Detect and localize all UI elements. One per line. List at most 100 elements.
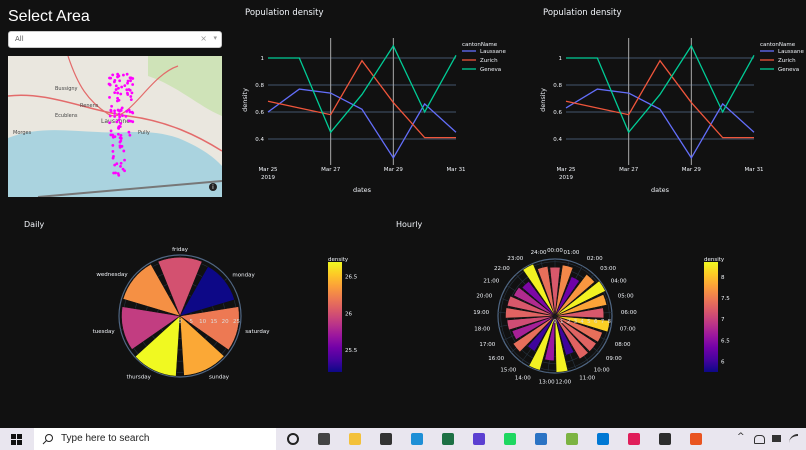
polar-bar-0800	[554, 315, 603, 343]
area-dropdown[interactable]: All × ▾	[8, 31, 222, 48]
windows-start-icon[interactable]	[11, 434, 22, 445]
y-tick-label: 0.6	[255, 110, 264, 116]
x-tick-label: 2019	[559, 175, 573, 181]
line-chart-2[interactable]: Population density density dates cantonN…	[528, 0, 806, 200]
taskbar: Type here to search ^	[0, 428, 806, 450]
x-tick-label: Mar 29	[682, 167, 702, 173]
polar-bar-tuesday	[121, 306, 181, 350]
colorbar-tick-label: 8	[721, 275, 725, 281]
forest	[148, 56, 222, 116]
polar-bar-0600	[554, 307, 605, 319]
polar-bar-wednesday	[122, 263, 181, 317]
colorbar-tick-label: 6	[721, 359, 725, 365]
task-view-icon[interactable]	[318, 433, 330, 445]
angular-tick-label: sunday	[209, 374, 230, 380]
polar-bar-0200	[554, 276, 580, 317]
hourly-polar-chart[interactable]: Hourly density 00:00 01:00 02:00 03:00 04:00…	[396, 210, 806, 425]
x-tick-label: Mar 29	[384, 167, 404, 173]
angular-tick-label: 04:00	[611, 279, 627, 285]
chart-title: Population density	[543, 8, 622, 18]
map-point	[121, 114, 124, 117]
map-point	[120, 85, 124, 89]
chevron-down-icon[interactable]: ▾	[213, 34, 217, 42]
angular-tick-label: 03:00	[600, 266, 616, 272]
colorbar-title: density	[328, 257, 349, 263]
polar-bar-1100	[554, 315, 575, 356]
series-line-laussane	[565, 88, 755, 160]
map-point	[111, 149, 115, 153]
map-point	[125, 91, 129, 95]
map-point	[108, 121, 111, 125]
daily-polar-chart[interactable]: Daily density saturday monday friday wednes…	[0, 210, 400, 425]
polar-bar-1300	[544, 315, 556, 362]
slack-icon[interactable]	[628, 433, 640, 445]
map[interactable]: Bussigny Renens Ecublens Lausanne Pully …	[8, 56, 222, 197]
polar-bar-1600	[512, 315, 556, 353]
polar-bar-0000	[549, 266, 561, 317]
series-line-geneva	[566, 44, 755, 134]
app-icon[interactable]	[473, 433, 485, 445]
line-chart-1[interactable]: Population density density dates cantonN…	[230, 0, 528, 200]
map-point	[126, 81, 129, 85]
info-icon-glyph: i	[212, 184, 214, 191]
store-icon[interactable]	[380, 433, 392, 445]
map-point	[126, 79, 130, 83]
chart-title: Population density	[245, 8, 324, 18]
excel-icon[interactable]	[442, 433, 454, 445]
python-icon[interactable]	[535, 433, 547, 445]
battery-icon[interactable]	[772, 435, 781, 442]
cortana-icon[interactable]	[287, 433, 299, 445]
terminal-icon[interactable]	[659, 433, 671, 445]
y-tick-label: 1	[261, 56, 265, 62]
map-point	[118, 140, 122, 144]
y-tick-label: 0.4	[255, 137, 264, 143]
file-explorer-icon[interactable]	[349, 433, 361, 445]
taskbar-search-input[interactable]: Type here to search	[34, 428, 276, 450]
x-tick-label: Mar 25	[258, 167, 278, 173]
map-point	[119, 136, 123, 140]
clear-icon[interactable]: ×	[200, 34, 207, 43]
radial-tick-label: 8	[608, 319, 612, 325]
map-point	[117, 126, 120, 130]
map-point	[114, 171, 117, 175]
colorbar	[704, 262, 718, 372]
angular-tick-label: thursday	[127, 374, 152, 380]
series-line-zurich	[267, 59, 456, 139]
ubuntu-icon[interactable]	[690, 433, 702, 445]
map-point	[113, 91, 117, 94]
map-point	[129, 79, 132, 83]
radial-tick-label: 0	[553, 319, 557, 325]
spotify-icon[interactable]	[504, 433, 516, 445]
polar-bar-saturday	[179, 306, 240, 351]
vscode-icon[interactable]	[597, 433, 609, 445]
notepad-icon[interactable]	[566, 433, 578, 445]
y-axis-label: density	[241, 88, 249, 112]
map-point	[123, 84, 127, 88]
polar-bar-0700	[554, 315, 611, 333]
dropdown-value: All	[15, 35, 24, 43]
map-point	[131, 120, 135, 124]
angular-tick-label: 16:00	[488, 356, 504, 362]
page-title: Select Area	[8, 8, 90, 25]
wifi-icon[interactable]	[789, 434, 798, 445]
info-icon[interactable]	[209, 183, 217, 191]
map-point	[116, 91, 120, 95]
angular-tick-label: 24:00	[531, 250, 547, 256]
polar-bar-0900	[554, 315, 597, 352]
map-point	[131, 111, 135, 115]
map-label: Pully	[138, 130, 150, 136]
angular-tick-label: friday	[172, 247, 189, 253]
angular-tick-label: monday	[232, 272, 255, 278]
radial-tick-label: 20	[222, 319, 229, 325]
map-point	[127, 130, 131, 134]
polar-bar-monday	[179, 266, 235, 317]
search-icon	[42, 434, 53, 445]
angular-tick-label: 21:00	[483, 279, 499, 285]
edge-icon[interactable]	[411, 433, 423, 445]
radial-tick-label: 1	[560, 319, 564, 325]
onedrive-icon[interactable]	[754, 435, 765, 444]
tray-chevron-icon[interactable]: ^	[737, 432, 745, 442]
polar-bar-1400	[528, 315, 556, 371]
radial-tick-label: 10	[199, 319, 206, 325]
map-point	[131, 83, 135, 86]
